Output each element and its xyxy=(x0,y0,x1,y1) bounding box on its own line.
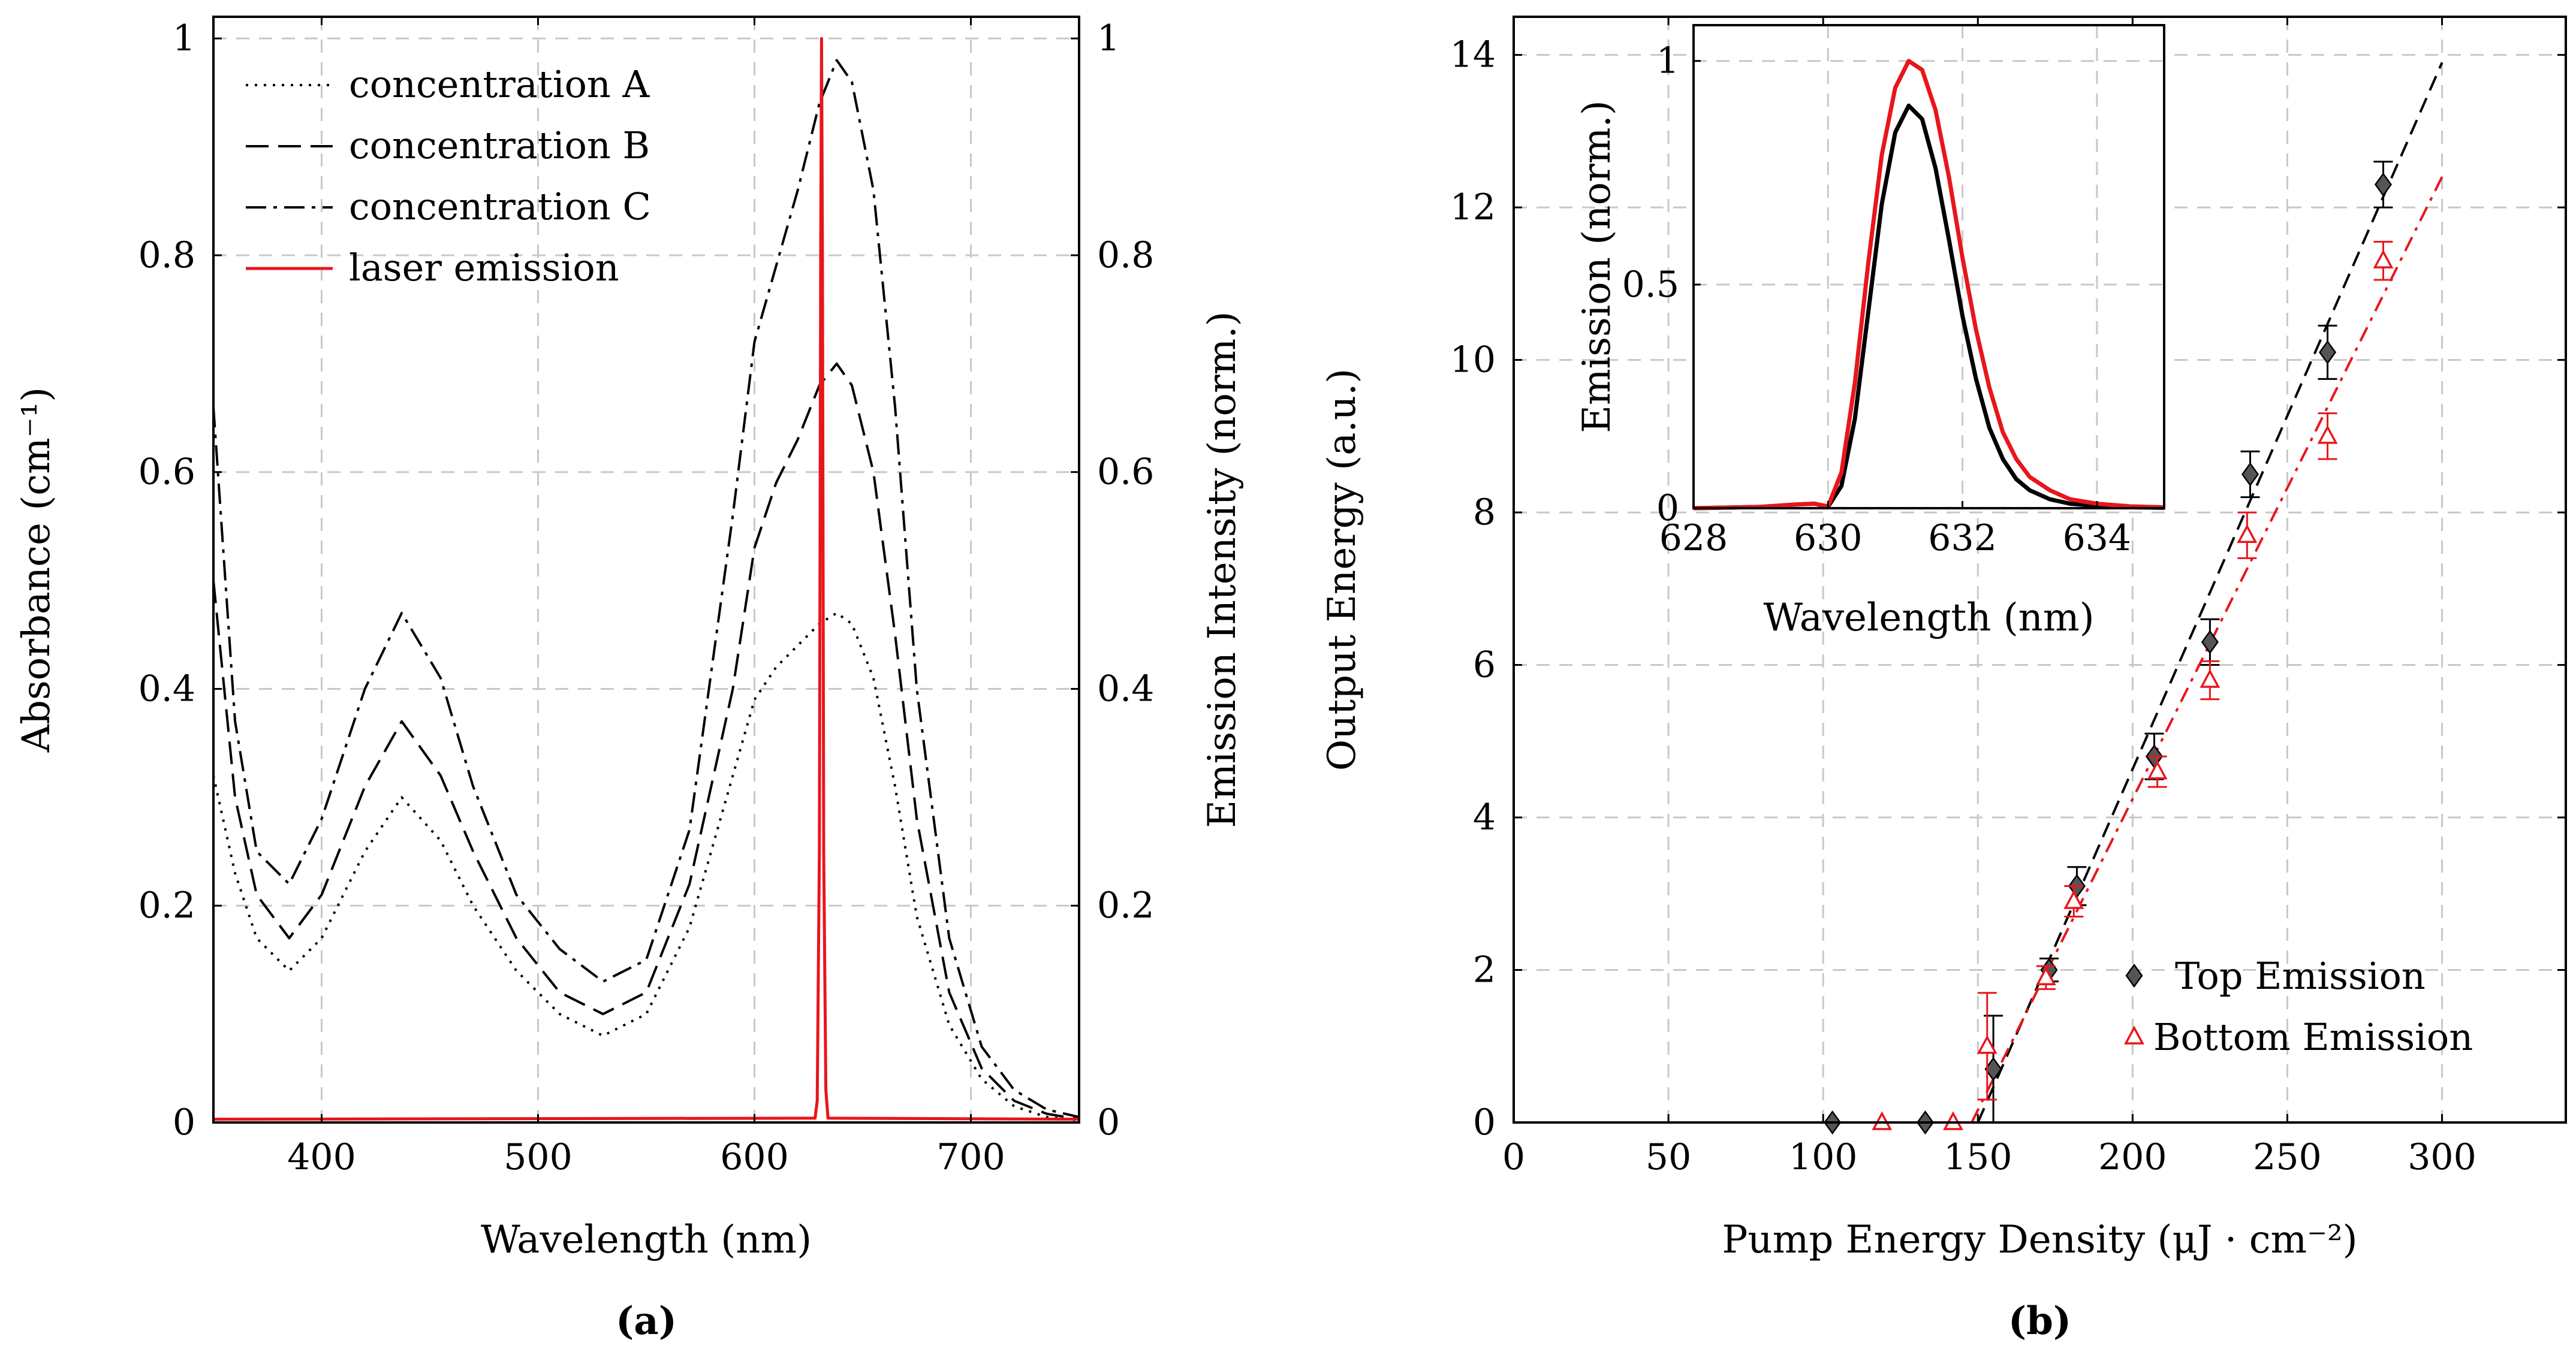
series-line-concentration-B xyxy=(212,362,1080,1121)
y-tick-label: 14 xyxy=(1450,34,1496,76)
data-point-top-emission xyxy=(2319,340,2337,364)
y-tick-label: 4 xyxy=(1473,796,1496,838)
y-tick-label: 1 xyxy=(173,17,195,59)
fit-line-Top-Emission xyxy=(1977,62,2444,1123)
data-point-bottom-emission xyxy=(2200,669,2221,688)
legend-label: laser emission xyxy=(349,246,619,289)
legend-a: concentration A concentration B concentrat… xyxy=(246,62,651,289)
x-axis-title: Wavelength (nm) xyxy=(481,1218,812,1262)
inset-x-tick-label: 630 xyxy=(1794,517,1863,559)
y-axis-title: Output Energy (a.u.) xyxy=(1320,369,1364,771)
y2-tick-label: 0.4 xyxy=(1097,668,1154,710)
inset-background xyxy=(1694,25,2164,508)
data-point-top-emission xyxy=(2374,172,2392,197)
x-tick-label: 700 xyxy=(936,1136,1005,1178)
series-line-concentration-A xyxy=(212,611,1080,1122)
legend-marker xyxy=(2124,1025,2144,1045)
x-tick-label: 50 xyxy=(1646,1136,1691,1178)
x-tick-label: 100 xyxy=(1789,1136,1858,1178)
series-line-laser-emission xyxy=(213,37,1080,1121)
y-axis-title: Absorbance (cm⁻¹) xyxy=(14,387,59,753)
panel-a: 400 500 600 700 0 0.2 0.4 0.6 0.8 1 0 0.2 0.4 0.6 0.8 1… xyxy=(14,16,1245,1344)
x-tick-label: 250 xyxy=(2253,1136,2322,1178)
data-point-top-emission xyxy=(1984,1057,2002,1082)
x-tick-label: 400 xyxy=(287,1136,356,1178)
inset-x-tick-label: 628 xyxy=(1659,517,1728,559)
inset-frame xyxy=(1692,24,2165,509)
x-axis-title: Pump Energy Density (μJ · cm⁻²) xyxy=(1722,1218,2357,1262)
legend-label: concentration B xyxy=(349,123,650,167)
legend-label: Top Emission xyxy=(2175,954,2426,998)
inset-x-tick-label: 634 xyxy=(2063,517,2132,559)
y2-tick-label: 0.2 xyxy=(1097,885,1154,927)
y-tick-label: 8 xyxy=(1473,491,1496,533)
x-tick-label: 200 xyxy=(2098,1136,2167,1178)
data-point-bottom-emission xyxy=(2373,249,2394,268)
inset-x-tick-label: 632 xyxy=(1928,517,1997,559)
y-tick-label: 0.8 xyxy=(138,234,195,276)
legend-label: Bottom Emission xyxy=(2153,1015,2473,1059)
y-tick-label: 0 xyxy=(173,1101,195,1143)
y-tick-label: 12 xyxy=(1450,186,1496,228)
y-tick-label: 0.6 xyxy=(138,451,195,493)
legend-marker xyxy=(2125,963,2143,988)
inset-y-title: Emission (norm.) xyxy=(1575,100,1619,433)
x-tick-label: 500 xyxy=(504,1136,573,1178)
data-point-bottom-emission xyxy=(1977,1035,1997,1054)
x-tick-label: 600 xyxy=(720,1136,789,1178)
data-point-bottom-emission xyxy=(2317,425,2338,444)
caption-a: (a) xyxy=(616,1299,677,1344)
inset-y-tick-label: 1 xyxy=(1656,40,1679,82)
y2-tick-label: 0 xyxy=(1097,1101,1120,1143)
caption-b: (b) xyxy=(2008,1299,2071,1344)
legend-b: Top Emission Bottom Emission xyxy=(2124,954,2473,1059)
y-tick-label: 6 xyxy=(1473,644,1496,686)
legend-label: concentration C xyxy=(349,185,651,228)
y-tick-label: 0 xyxy=(1473,1101,1496,1143)
data-point-bottom-emission xyxy=(2237,524,2258,543)
plot-frame-b xyxy=(1513,16,2567,1124)
y-tick-label: 2 xyxy=(1473,949,1496,991)
data-point-bottom-emission xyxy=(2035,966,2056,985)
series-line-concentration-C xyxy=(212,59,1080,1118)
y2-tick-label: 1 xyxy=(1097,17,1120,59)
y-tick-label: 0.2 xyxy=(138,885,195,927)
y2-axis-title: Emission Intensity (norm.) xyxy=(1200,311,1245,828)
data-point-top-emission xyxy=(2201,630,2219,654)
inset: 628 630 632 634 0 0.5 1 Wavelength (nm) Emission… xyxy=(1575,24,2165,640)
x-tick-label: 150 xyxy=(1944,1136,2012,1178)
y2-tick-label: 0.6 xyxy=(1097,451,1154,493)
x-tick-label: 300 xyxy=(2408,1136,2476,1178)
data-point-bottom-emission xyxy=(2147,760,2168,780)
inset-x-title: Wavelength (nm) xyxy=(1763,596,2094,640)
y2-tick-label: 0.8 xyxy=(1097,234,1154,276)
plot-frame-a xyxy=(212,16,1080,1124)
data-point-bottom-emission xyxy=(2063,890,2084,909)
x-tick-label: 0 xyxy=(1502,1136,1525,1178)
inset-y-tick-label: 0.5 xyxy=(1622,264,1679,306)
y-tick-label: 10 xyxy=(1450,339,1496,381)
legend-label: concentration A xyxy=(349,62,650,106)
y-tick-label: 0.4 xyxy=(138,668,195,710)
inset-y-tick-label: 0 xyxy=(1656,487,1679,529)
data-point-top-emission xyxy=(2241,462,2259,487)
